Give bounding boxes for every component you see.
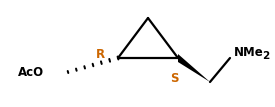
Text: R: R [96, 48, 105, 60]
Text: S: S [170, 72, 178, 85]
Text: 2: 2 [262, 51, 269, 61]
Polygon shape [178, 54, 210, 82]
Text: AcO: AcO [18, 66, 44, 80]
Text: NMe: NMe [234, 45, 264, 59]
